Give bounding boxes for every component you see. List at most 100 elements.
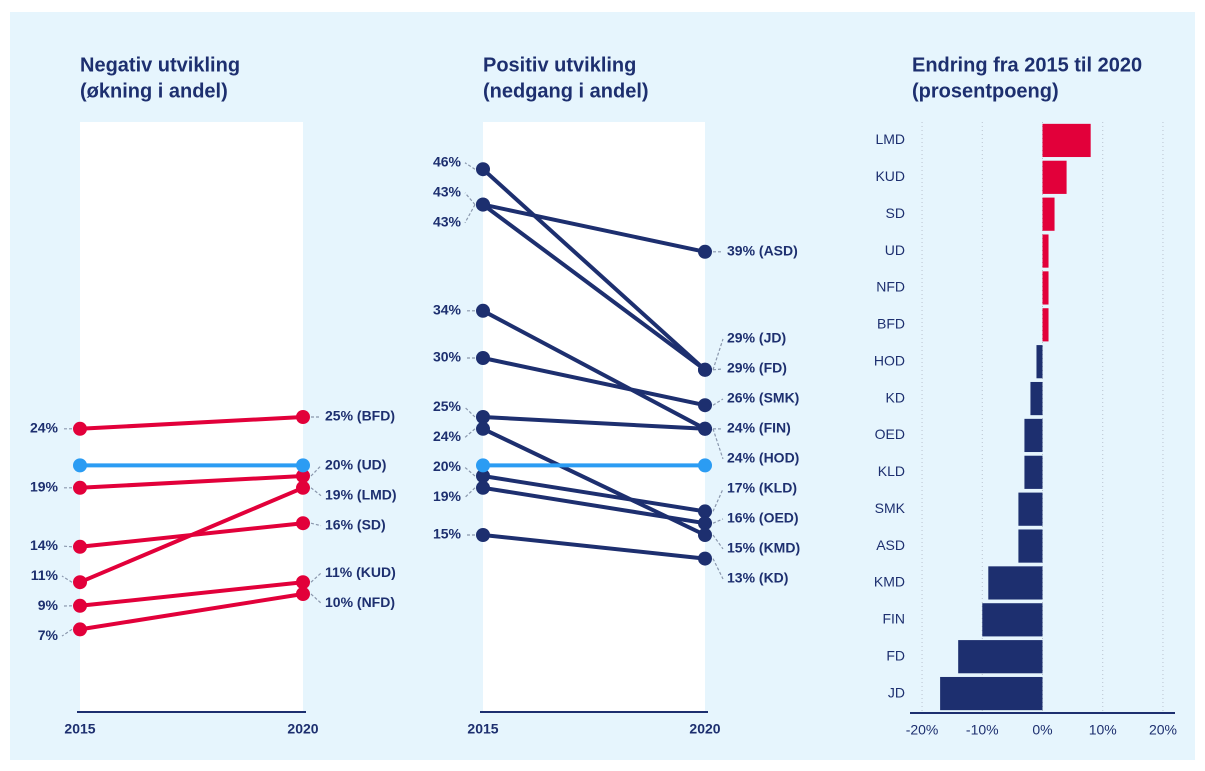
panel-title: Endring fra 2015 til 2020: [912, 54, 1142, 76]
value-label: 11% (KUD): [325, 564, 396, 580]
bar: [1036, 345, 1043, 379]
dot: [476, 410, 490, 424]
bar: [988, 566, 1043, 600]
dot: [73, 458, 87, 473]
value-label: 19%: [433, 488, 462, 504]
slope-line: [481, 167, 707, 372]
bar: [982, 603, 1043, 637]
dot: [73, 480, 87, 495]
leader-line: [61, 628, 73, 637]
slope-line: [482, 426, 706, 537]
dot: [73, 598, 87, 613]
dot: [476, 458, 490, 473]
leader-line: [61, 545, 73, 548]
leader-line: [712, 488, 724, 512]
x-tick-label: 2015: [64, 721, 95, 737]
slope-line: [481, 202, 707, 372]
dot: [73, 575, 87, 590]
leader-line: [712, 338, 724, 370]
y-tick-label: KMD: [874, 574, 905, 590]
y-tick-label: ASD: [876, 537, 905, 553]
bar: [940, 676, 1043, 711]
bar: [1042, 308, 1049, 342]
dot: [698, 504, 712, 519]
y-tick-label: KD: [886, 389, 905, 405]
dot: [296, 575, 310, 590]
bar: [958, 640, 1043, 674]
slope-line: [482, 202, 706, 254]
value-label: 24% (FIN): [727, 420, 791, 436]
value-label: 10% (NFD): [325, 594, 395, 610]
dot: [476, 162, 490, 177]
value-label: 20% (UD): [325, 456, 386, 472]
dot: [476, 480, 490, 495]
value-label: 14%: [30, 537, 59, 553]
x-tick-label: 0%: [1032, 722, 1052, 738]
y-tick-label: SD: [886, 205, 905, 221]
value-label: 9%: [38, 597, 59, 613]
panel-title: Positiv utvikling: [483, 54, 636, 76]
y-tick-label: NFD: [876, 279, 905, 295]
value-label: 16% (SD): [325, 516, 386, 532]
leader-line: [712, 428, 724, 460]
value-label: 29% (JD): [727, 330, 786, 346]
bar: [1042, 197, 1055, 231]
dot: [73, 421, 87, 436]
dot: [296, 480, 310, 495]
value-label: 34%: [433, 302, 462, 318]
bar: [1018, 492, 1043, 526]
leader-line: [712, 398, 724, 406]
value-label: 29% (FD): [727, 360, 787, 376]
slope-line: [79, 592, 304, 632]
leader-line: [712, 558, 724, 580]
slope-line: [79, 580, 304, 608]
dot: [73, 622, 87, 637]
leader-line: [464, 192, 476, 205]
value-label: 30%: [433, 349, 462, 365]
y-tick-label: FD: [886, 647, 905, 663]
dot: [296, 458, 310, 473]
y-tick-label: SMK: [875, 500, 906, 516]
slope-line: [482, 533, 706, 561]
value-label: 46%: [433, 154, 462, 170]
x-tick-label: -10%: [966, 722, 999, 738]
bar: [1042, 160, 1067, 194]
value-label: 17% (KLD): [727, 480, 797, 496]
bar: [1042, 234, 1049, 268]
value-label: 25%: [433, 398, 462, 414]
leader-line: [464, 204, 476, 224]
x-tick-label: 2015: [467, 721, 498, 737]
bar: [1042, 271, 1049, 305]
leader-line: [464, 487, 476, 498]
value-label: 13% (KD): [727, 570, 788, 586]
dot: [296, 410, 310, 424]
dot: [476, 197, 490, 212]
value-label: 15% (KMD): [727, 540, 800, 556]
value-label: 24% (HOD): [727, 450, 799, 466]
value-label: 19%: [30, 479, 59, 495]
slope-line: [482, 356, 706, 408]
leader-line: [712, 534, 724, 550]
panel-subtitle: (prosentpoeng): [912, 80, 1059, 102]
y-tick-label: KUD: [875, 168, 905, 184]
leader-line: [712, 368, 724, 371]
dot: [698, 421, 712, 436]
dot: [476, 528, 490, 542]
dot: [476, 351, 490, 365]
dot: [296, 516, 310, 531]
value-label: 39% (ASD): [727, 243, 798, 259]
value-label: 43%: [433, 184, 462, 200]
value-label: 19% (LMD): [325, 486, 397, 502]
x-tick-label: 20%: [1149, 722, 1177, 738]
slope-line: [79, 474, 304, 490]
y-tick-label: KLD: [878, 463, 905, 479]
leader-line: [310, 465, 322, 477]
dot: [296, 587, 310, 601]
value-label: 11%: [31, 567, 59, 583]
x-tick-label: 2020: [689, 721, 720, 737]
panel-subtitle: (økning i andel): [80, 80, 228, 102]
y-tick-label: OED: [875, 426, 905, 442]
leader-line: [310, 522, 322, 527]
value-label: 16% (OED): [727, 510, 799, 526]
leader-line: [464, 466, 476, 477]
